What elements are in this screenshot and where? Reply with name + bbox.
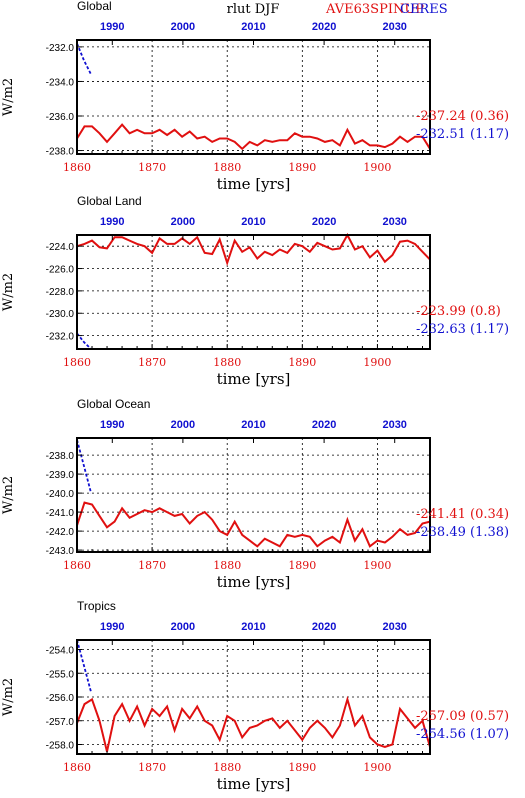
x-tick-label-bottom: 1890 (288, 161, 316, 174)
x-axis-label: time [yrs] (217, 775, 291, 793)
x-tick-label-top: 1990 (100, 621, 124, 633)
x-tick-label-bottom: 1860 (63, 356, 91, 369)
series-line-model (76, 501, 431, 548)
x-tick-label-top: 2000 (171, 419, 195, 431)
y-tick-label: -255.0 (46, 669, 75, 680)
x-tick-label-bottom: 1880 (213, 161, 241, 174)
x-tick-label-bottom: 1870 (138, 356, 166, 369)
x-tick-label-bottom: 1880 (213, 559, 241, 572)
x-tick-label-bottom: 1860 (63, 161, 91, 174)
x-tick-label-top: 2010 (241, 216, 265, 228)
y-tick-label: -238.0 (46, 451, 75, 462)
y-tick-label: -232.0 (46, 43, 75, 54)
chart-panel: Global Ocean 1860 1870 1880 1890 1900 1990 2000… (1, 397, 509, 591)
panel-title: Global Ocean (77, 397, 150, 411)
series-label-observation: CERES (400, 2, 448, 17)
y-tick-label: -236.0 (46, 112, 75, 123)
stat-label-observation: -254.56 (1.07) (416, 727, 509, 742)
series-label-model: AVE63SPINUP (325, 2, 424, 17)
y-tick-label: -239.0 (46, 470, 75, 481)
series-line-model (76, 232, 431, 267)
y-tick-label: -234.0 (46, 77, 75, 88)
stat-label-model: -241.41 (0.34) (416, 507, 509, 522)
x-tick-label-bottom: 1870 (138, 161, 166, 174)
stat-label-observation: -232.63 (1.17) (416, 322, 509, 337)
y-tick-label: -256.0 (46, 693, 75, 704)
x-tick-label-top: 1990 (100, 419, 124, 431)
panel-title: Global Land (77, 194, 142, 208)
x-tick-label-top: 2020 (312, 419, 336, 431)
x-tick-label-top: 2020 (312, 621, 336, 633)
y-axis-label: W/m2 (1, 678, 16, 716)
panel-title: Tropics (77, 599, 116, 613)
x-tick-label-bottom: 1890 (288, 559, 316, 572)
x-tick-label-top: 2020 (312, 216, 336, 228)
x-tick-label-bottom: 1870 (138, 559, 166, 572)
y-tick-label: -254.0 (46, 646, 75, 657)
x-tick-label-top: 2030 (382, 21, 406, 33)
x-tick-label-bottom: 1890 (288, 356, 316, 369)
x-tick-label-bottom: 1870 (138, 761, 166, 774)
x-tick-label-top: 2010 (241, 419, 265, 431)
series-line-observation (76, 332, 92, 350)
y-tick-label: -241.0 (46, 508, 75, 519)
x-tick-label-top: 2010 (241, 621, 265, 633)
y-tick-label: -258.0 (46, 741, 75, 752)
figure-center-label: rlut DJF (227, 2, 280, 17)
y-tick-label: -230.0 (46, 309, 75, 320)
series-line-observation (76, 43, 92, 75)
y-tick-label: -226.0 (46, 265, 75, 276)
x-tick-label-bottom: 1860 (63, 559, 91, 572)
stat-label-model: -257.09 (0.57) (416, 709, 509, 724)
x-tick-label-top: 1990 (100, 21, 124, 33)
y-axis-label: W/m2 (1, 476, 16, 514)
stat-label-observation: -232.51 (1.17) (416, 127, 509, 142)
series-line-model (76, 695, 431, 752)
series-line-observation (76, 639, 92, 693)
stat-label-model: -237.24 (0.36) (416, 109, 509, 124)
x-tick-label-bottom: 1880 (213, 761, 241, 774)
y-tick-label: -240.0 (46, 489, 75, 500)
chart-panel: Global Land 1860 1870 1880 1890 1900 1990 2000 2… (1, 194, 509, 388)
x-tick-label-bottom: 1900 (363, 559, 391, 572)
y-tick-label: -257.0 (46, 717, 75, 728)
x-tick-label-top: 2030 (382, 621, 406, 633)
stat-label-observation: -238.49 (1.38) (416, 525, 509, 540)
y-tick-label: -242.0 (46, 527, 75, 538)
x-axis-label: time [yrs] (217, 573, 291, 591)
y-axis-label: W/m2 (1, 273, 16, 311)
y-axis-label: W/m2 (1, 78, 16, 116)
y-tick-label: -238.0 (46, 147, 75, 158)
series-line-model (76, 123, 431, 151)
stat-label-model: -223.99 (0.8) (416, 304, 501, 319)
chart-panel: Global 1860 1870 1880 1890 1900 1990 2000 2010 20… (1, 0, 509, 193)
x-tick-label-top: 2030 (382, 419, 406, 431)
x-tick-label-top: 2030 (382, 216, 406, 228)
x-tick-label-top: 2020 (312, 21, 336, 33)
y-tick-label: -243.0 (46, 546, 75, 557)
x-tick-label-bottom: 1880 (213, 356, 241, 369)
x-tick-label-top: 2000 (171, 21, 195, 33)
x-tick-label-bottom: 1900 (363, 761, 391, 774)
x-tick-label-bottom: 1860 (63, 761, 91, 774)
x-tick-label-bottom: 1900 (363, 161, 391, 174)
y-tick-label: -224.0 (46, 242, 75, 253)
x-tick-label-top: 2000 (171, 621, 195, 633)
x-tick-label-bottom: 1890 (288, 761, 316, 774)
x-tick-label-bottom: 1900 (363, 356, 391, 369)
y-tick-label: -232.0 (46, 332, 75, 343)
panel-title: Global (77, 0, 112, 13)
y-tick-label: -228.0 (46, 287, 75, 298)
series-line-observation (76, 439, 92, 494)
x-tick-label-top: 1990 (100, 216, 124, 228)
x-tick-label-top: 2000 (171, 216, 195, 228)
chart-panel: Tropics 1860 1870 1880 1890 1900 1990 2000 2010 2… (1, 599, 509, 793)
x-tick-label-top: 2010 (241, 21, 265, 33)
x-axis-label: time [yrs] (217, 175, 291, 193)
x-axis-label: time [yrs] (217, 370, 291, 388)
